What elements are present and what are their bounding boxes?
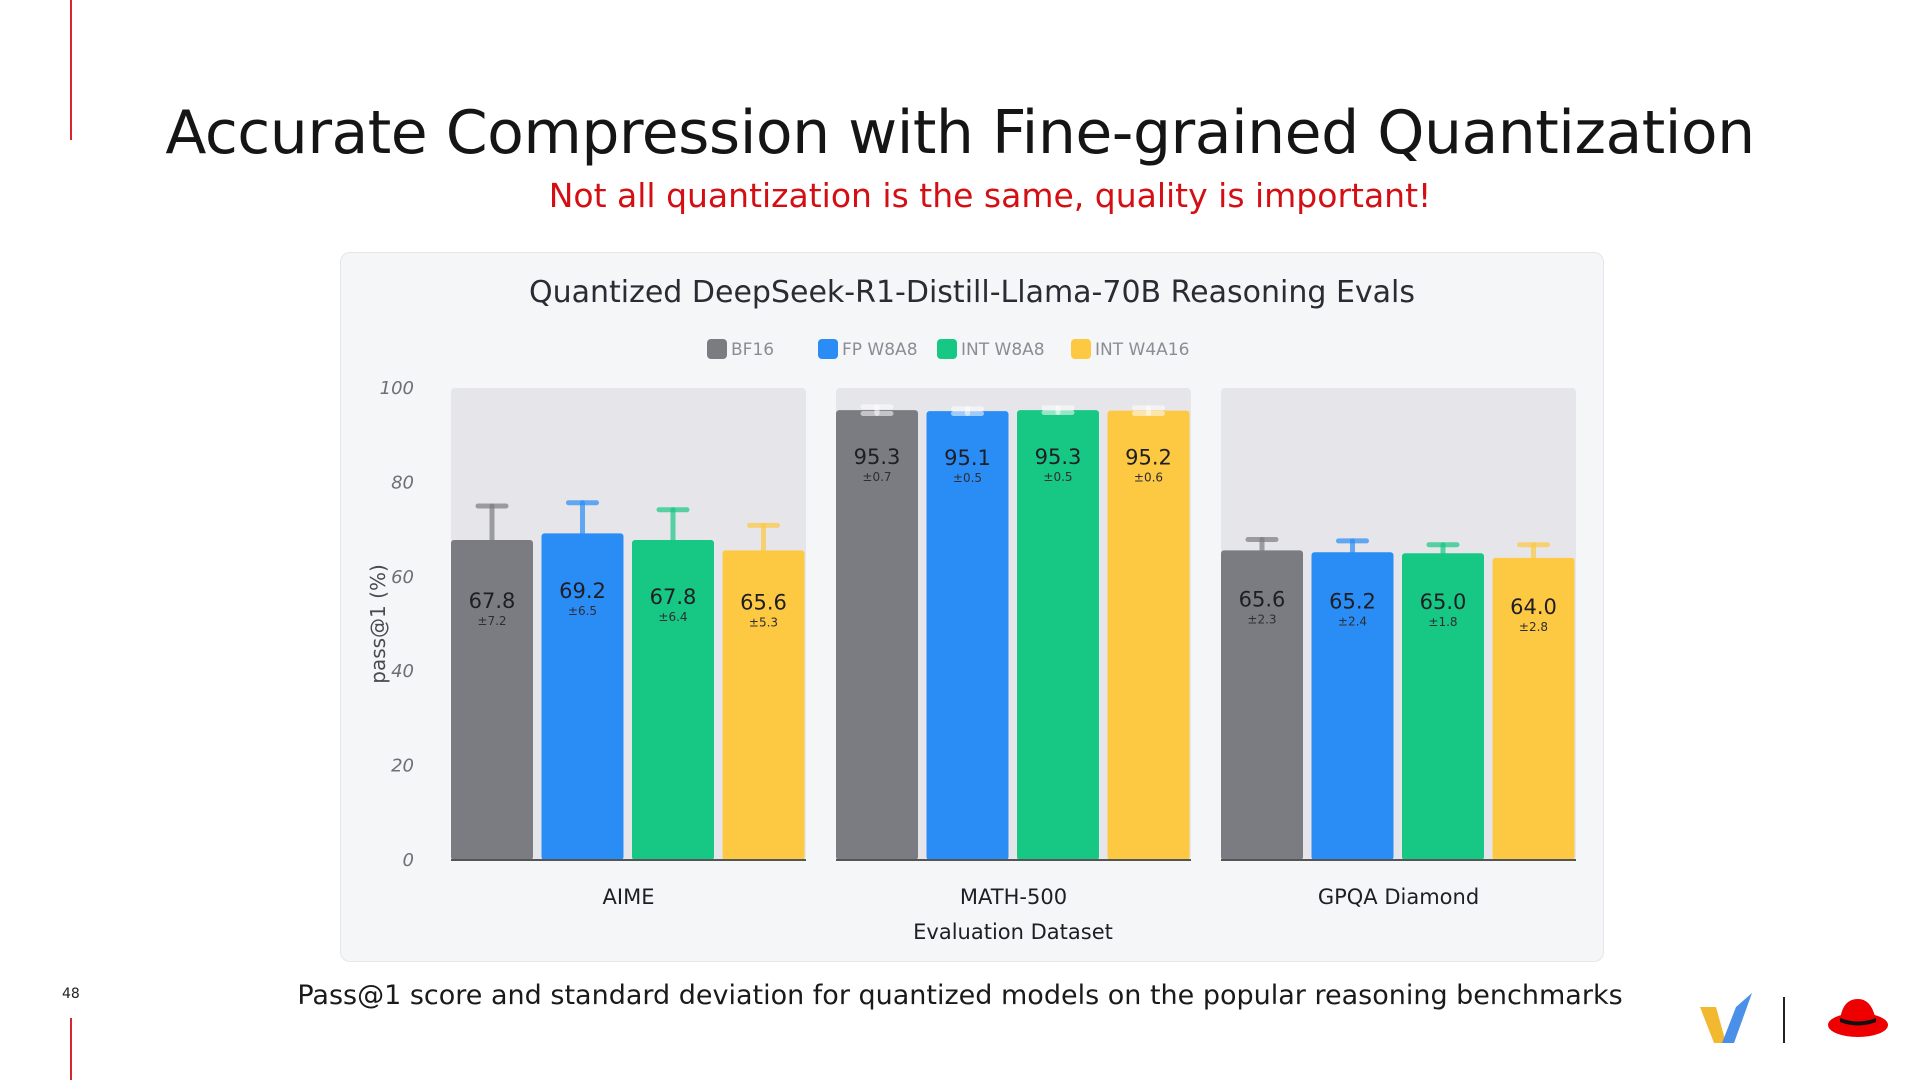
bar-std-label: ±0.7 <box>862 470 891 484</box>
bar-value-label: 67.8 <box>469 589 516 613</box>
y-tick-label: 0 <box>403 850 414 871</box>
bar-value-label: 65.6 <box>740 590 787 614</box>
panel-background <box>836 388 1191 860</box>
bar <box>926 411 1009 860</box>
bar <box>1107 410 1190 860</box>
bar-value-label: 69.2 <box>559 579 606 603</box>
x-tick-label: AIME <box>603 885 655 909</box>
bar <box>722 550 805 860</box>
figure-caption: Pass@1 score and standard deviation for … <box>297 980 1623 1011</box>
legend-label: BF16 <box>731 340 774 360</box>
bar-std-label: ±2.4 <box>1338 614 1367 628</box>
y-tick-label: 40 <box>391 661 414 682</box>
bar-value-label: 65.2 <box>1329 589 1376 613</box>
panel-background <box>451 388 806 860</box>
accent-line-bottom <box>70 1018 72 1080</box>
x-tick-label: GPQA Diamond <box>1318 885 1479 909</box>
bar <box>632 539 714 860</box>
slide-subtitle: Not all quantization is the same, qualit… <box>548 176 1432 215</box>
bar-std-label: ±0.6 <box>1134 471 1163 485</box>
bar-value-label: 95.3 <box>854 445 901 469</box>
bar <box>1402 553 1484 860</box>
bar-std-label: ±6.5 <box>568 604 597 618</box>
y-tick-label: 80 <box>391 472 414 493</box>
bar-value-label: 95.1 <box>944 446 991 470</box>
legend-label: FP W8A8 <box>842 340 918 360</box>
bar-std-label: ±1.8 <box>1428 615 1457 629</box>
bar-value-label: 64.0 <box>1510 595 1557 619</box>
legend-swatch <box>937 339 957 359</box>
bar <box>1221 550 1303 860</box>
y-tick-label: 100 <box>380 378 414 399</box>
accent-line-top <box>70 0 72 140</box>
chart-card: Quantized DeepSeek-R1-Distill-Llama-70B … <box>340 252 1604 962</box>
bar <box>1311 552 1394 860</box>
bar-std-label: ±0.5 <box>953 471 982 485</box>
legend-label: INT W8A8 <box>961 340 1045 360</box>
bar-std-label: ±2.8 <box>1519 620 1548 634</box>
bar-value-label: 95.3 <box>1035 445 1082 469</box>
x-tick-label: MATH-500 <box>960 885 1067 909</box>
vllm-logo-icon <box>1700 993 1752 1043</box>
bar <box>451 539 533 860</box>
legend-swatch <box>707 339 727 359</box>
chart-title: Quantized DeepSeek-R1-Distill-Llama-70B … <box>529 275 1415 310</box>
footer-logos <box>1690 985 1890 1055</box>
bar-std-label: ±0.5 <box>1043 470 1072 484</box>
bar <box>1492 557 1575 860</box>
panel-background <box>1221 388 1576 860</box>
bar <box>1017 410 1099 860</box>
legend-label: INT W4A16 <box>1095 340 1189 360</box>
slide-title: Accurate Compression with Fine-grained Q… <box>165 98 1755 168</box>
red-hat-logo-icon <box>1828 999 1888 1037</box>
legend-swatch <box>818 339 838 359</box>
bar <box>836 410 918 860</box>
bar-std-label: ±5.3 <box>749 615 778 629</box>
y-axis-label: pass@1 (%) <box>366 564 390 683</box>
bar-chart: Quantized DeepSeek-R1-Distill-Llama-70B … <box>366 275 1576 944</box>
page-number: 48 <box>62 986 80 1002</box>
bar-std-label: ±7.2 <box>477 614 506 628</box>
x-axis-label: Evaluation Dataset <box>913 920 1113 944</box>
legend-swatch <box>1071 339 1091 359</box>
bar-value-label: 95.2 <box>1125 446 1172 470</box>
y-tick-label: 20 <box>391 756 414 777</box>
y-tick-label: 60 <box>391 567 414 588</box>
bar-value-label: 65.6 <box>1239 587 1286 611</box>
bar-std-label: ±2.3 <box>1247 612 1276 626</box>
bar-std-label: ±6.4 <box>658 610 687 624</box>
bar-value-label: 65.0 <box>1420 590 1467 614</box>
bar-value-label: 67.8 <box>650 585 697 609</box>
bar <box>541 533 624 860</box>
